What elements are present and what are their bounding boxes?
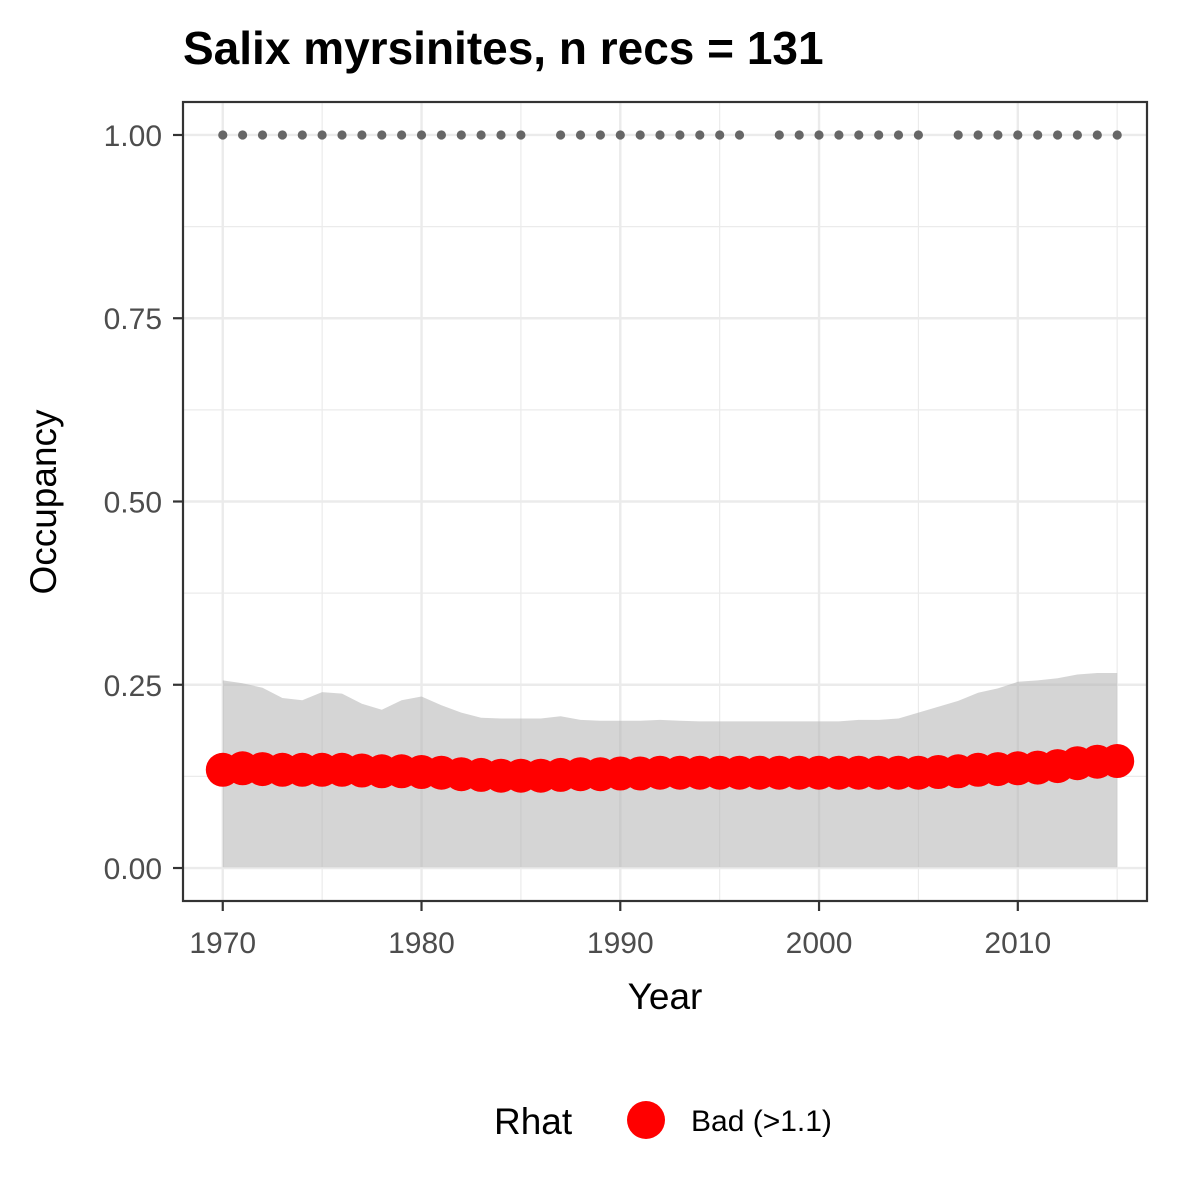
grey-point	[595, 130, 606, 140]
legend-key	[627, 1101, 665, 1139]
grey-point	[277, 130, 287, 140]
grey-point	[734, 130, 745, 140]
grey-point	[615, 130, 625, 140]
x-tick-label: 1990	[587, 927, 654, 960]
x-axis-title: Year	[628, 976, 703, 1017]
y-tick-label: 1.00	[104, 120, 162, 153]
grey-point	[874, 130, 884, 140]
grey-point	[973, 130, 983, 140]
grey-point	[416, 130, 427, 140]
grey-point	[814, 130, 824, 140]
grey-point	[357, 130, 367, 140]
grey-point	[834, 130, 844, 140]
grey-point	[1112, 130, 1122, 140]
grey-point	[516, 130, 526, 140]
grey-point	[238, 130, 248, 140]
grey-point	[218, 130, 228, 140]
grey-point	[575, 130, 586, 140]
grey-point	[794, 130, 804, 140]
reference-points	[218, 130, 1122, 140]
grey-point	[317, 130, 327, 140]
grey-point	[377, 130, 387, 140]
occupancy-points	[205, 744, 1135, 793]
legend-label: Bad (>1.1)	[691, 1105, 832, 1138]
grey-point	[1033, 130, 1043, 140]
x-tick-label: 2000	[786, 927, 853, 960]
x-tick-label: 1970	[189, 927, 256, 960]
grey-point	[297, 130, 307, 140]
y-tick-label: 0.50	[104, 487, 162, 520]
grey-point	[774, 130, 784, 140]
grey-point	[854, 130, 864, 140]
grey-point	[655, 130, 665, 140]
grey-point	[913, 130, 924, 140]
grey-point	[337, 130, 347, 140]
grey-point	[1013, 130, 1023, 140]
grey-point	[695, 130, 705, 140]
grey-point	[1092, 130, 1102, 140]
x-axis: 1970 1980 1990 2000 2010	[189, 901, 1051, 960]
legend-title: Rhat	[494, 1101, 573, 1142]
grey-point	[397, 130, 407, 140]
y-axis: 0.00 0.25 0.50 0.75 1.00	[104, 120, 183, 886]
chart-title: Salix myrsinites, n recs = 131	[183, 22, 824, 74]
grey-point	[1053, 130, 1063, 140]
grey-point	[953, 130, 963, 140]
legend: Rhat Bad (>1.1)	[494, 1101, 832, 1142]
grey-point	[257, 130, 268, 140]
y-axis-title: Occupancy	[23, 409, 64, 595]
y-tick-label: 0.00	[104, 853, 162, 886]
grey-point	[893, 130, 904, 140]
occupancy-point	[1100, 744, 1135, 778]
x-tick-label: 2010	[984, 927, 1051, 960]
grey-point	[675, 130, 685, 140]
grey-point	[1072, 130, 1082, 140]
grey-point	[476, 130, 486, 140]
grey-point	[635, 130, 645, 140]
grey-point	[496, 130, 506, 140]
grey-point	[436, 130, 446, 140]
grey-point	[556, 130, 566, 140]
y-tick-label: 0.75	[104, 303, 162, 336]
grey-point	[456, 130, 466, 140]
x-tick-label: 1980	[388, 927, 455, 960]
grey-point	[993, 130, 1003, 140]
grey-point	[715, 130, 725, 140]
y-tick-label: 0.25	[104, 670, 162, 703]
